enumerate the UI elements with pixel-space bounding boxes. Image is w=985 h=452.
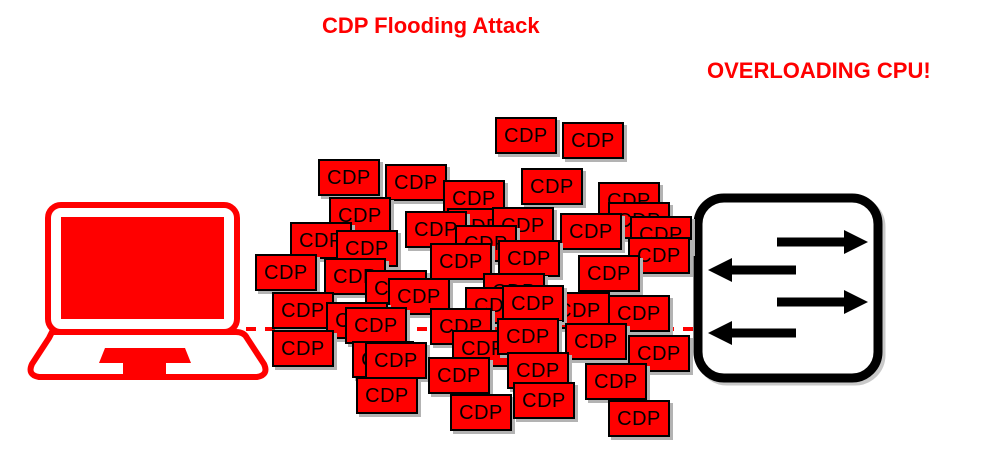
cdp-packet: CDP [272, 330, 334, 367]
overloading-cpu-label: OVERLOADING CPU! [707, 58, 931, 83]
cdp-packet: CDP [585, 363, 647, 400]
laptop-icon [27, 202, 269, 380]
cdp-packet: CDP [608, 400, 670, 437]
cdp-packet: CDP [345, 307, 407, 344]
cdp-packet: CDP [502, 285, 564, 322]
cdp-packet: CDP [318, 159, 380, 196]
cdp-packet: CDP [255, 254, 317, 291]
arrow-right-icon [844, 290, 868, 314]
diagram-title: CDP Flooding Attack [322, 13, 540, 38]
cdp-packet: CDP [430, 243, 492, 280]
cdp-packet: CDP [497, 318, 559, 355]
cdp-packet: CDP [578, 255, 640, 292]
cdp-packet: CDP [428, 357, 490, 394]
cdp-packet: CDP [560, 213, 622, 250]
cdp-packet: CDP [450, 394, 512, 431]
cdp-packet: CDP [495, 117, 557, 154]
cdp-packet: CDP [565, 323, 627, 360]
switch-icon [693, 193, 883, 383]
arrow-left-icon [708, 258, 732, 282]
cdp-packet: CDP [562, 122, 624, 159]
cdp-packet: CDP [356, 377, 418, 414]
cdp-packet: CDP [385, 164, 447, 201]
arrow-right-icon [844, 230, 868, 254]
cdp-packet: CDP [513, 382, 575, 419]
laptop-display [61, 217, 224, 319]
arrow-left-icon [708, 321, 732, 345]
cdp-packet: CDP [628, 335, 690, 372]
cdp-packet: CDP [498, 240, 560, 277]
laptop-touchpad [99, 348, 191, 374]
switch-arrows [708, 230, 868, 345]
cdp-packet: CDP [521, 168, 583, 205]
cdp-packet: CDP [365, 342, 427, 379]
cdp-packet: CDP [272, 292, 334, 329]
